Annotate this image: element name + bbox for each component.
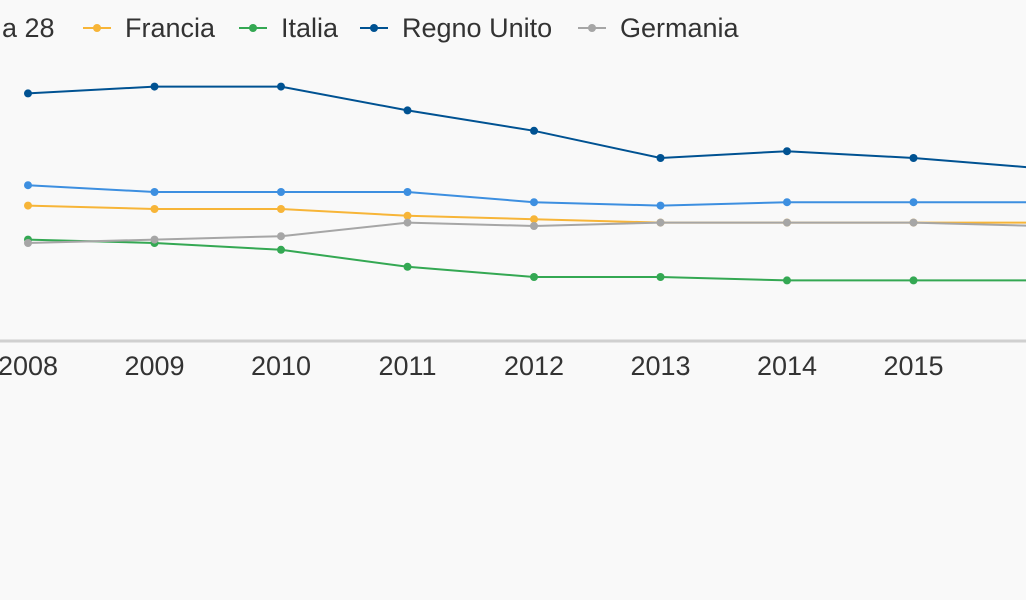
data-point[interactable] bbox=[783, 147, 791, 156]
data-point[interactable] bbox=[277, 82, 285, 91]
series-line bbox=[27, 184, 1026, 207]
x-tick-label: 2008 bbox=[0, 351, 58, 381]
data-point[interactable] bbox=[783, 218, 791, 227]
legend-label: Francia bbox=[125, 13, 216, 43]
x-axis-ticks: 2008 2009 2010 2011 2012 2013 2014 2015 20 bbox=[0, 351, 1026, 381]
legend-swatch-dot bbox=[249, 24, 257, 32]
data-point[interactable] bbox=[783, 276, 791, 285]
legend-label: Regno Unito bbox=[402, 13, 552, 43]
data-point[interactable] bbox=[403, 188, 412, 196]
series-italia bbox=[24, 235, 1026, 285]
data-point[interactable] bbox=[909, 154, 918, 162]
legend-swatch-dot bbox=[93, 24, 101, 32]
series-line bbox=[27, 238, 1026, 282]
data-point[interactable] bbox=[403, 211, 412, 220]
x-tick-label: 2013 bbox=[630, 351, 690, 381]
data-point[interactable] bbox=[530, 215, 538, 224]
data-point[interactable] bbox=[403, 106, 412, 115]
legend-item[interactable]: Francia bbox=[83, 13, 216, 43]
data-point[interactable] bbox=[530, 222, 538, 230]
series-germania bbox=[24, 218, 1026, 247]
data-point[interactable] bbox=[277, 245, 285, 254]
x-tick-label: 2009 bbox=[124, 351, 184, 381]
legend-swatch-dot bbox=[370, 24, 378, 32]
data-point[interactable] bbox=[24, 89, 32, 98]
legend: a 28 Francia Italia Regno Unito Germania bbox=[0, 13, 740, 43]
series-line bbox=[27, 204, 1026, 224]
series-a-28 bbox=[24, 181, 1026, 210]
x-tick-label: 20 bbox=[1025, 351, 1026, 381]
data-point[interactable] bbox=[656, 218, 665, 227]
legend-label: Italia bbox=[281, 13, 339, 43]
x-tick-label: 2014 bbox=[757, 351, 817, 381]
data-point[interactable] bbox=[150, 205, 159, 213]
x-tick-label: 2011 bbox=[378, 351, 436, 381]
series-layer bbox=[24, 82, 1026, 285]
data-point[interactable] bbox=[277, 205, 285, 213]
legend-item[interactable]: a 28 bbox=[0, 13, 55, 43]
data-point[interactable] bbox=[150, 235, 159, 244]
legend-label: a 28 bbox=[2, 13, 55, 43]
data-point[interactable] bbox=[24, 201, 32, 210]
data-point[interactable] bbox=[150, 82, 159, 91]
data-point[interactable] bbox=[656, 201, 665, 210]
legend-swatch-dot bbox=[588, 24, 596, 32]
legend-item[interactable]: Germania bbox=[578, 13, 740, 43]
data-point[interactable] bbox=[909, 218, 918, 227]
data-point[interactable] bbox=[403, 218, 412, 227]
data-point[interactable] bbox=[530, 273, 538, 281]
legend-item[interactable]: Regno Unito bbox=[360, 13, 552, 43]
data-point[interactable] bbox=[656, 154, 665, 162]
legend-item[interactable]: Italia bbox=[239, 13, 339, 43]
data-point[interactable] bbox=[277, 232, 285, 241]
series-line bbox=[27, 221, 1026, 244]
x-tick-label: 2012 bbox=[504, 351, 564, 381]
x-tick-label: 2010 bbox=[251, 351, 311, 381]
data-point[interactable] bbox=[530, 126, 538, 135]
data-point[interactable] bbox=[783, 198, 791, 207]
data-point[interactable] bbox=[656, 273, 665, 281]
data-point[interactable] bbox=[277, 188, 285, 196]
data-point[interactable] bbox=[909, 276, 918, 285]
data-point[interactable] bbox=[530, 198, 538, 207]
series-regno-unito bbox=[24, 82, 1026, 169]
data-point[interactable] bbox=[403, 262, 412, 271]
x-tick-label: 2015 bbox=[883, 351, 943, 381]
data-point[interactable] bbox=[24, 239, 32, 247]
data-point[interactable] bbox=[24, 181, 32, 190]
series-line bbox=[27, 85, 1026, 169]
legend-label: Germania bbox=[620, 13, 740, 43]
data-point[interactable] bbox=[150, 188, 159, 196]
data-point[interactable] bbox=[909, 198, 918, 207]
